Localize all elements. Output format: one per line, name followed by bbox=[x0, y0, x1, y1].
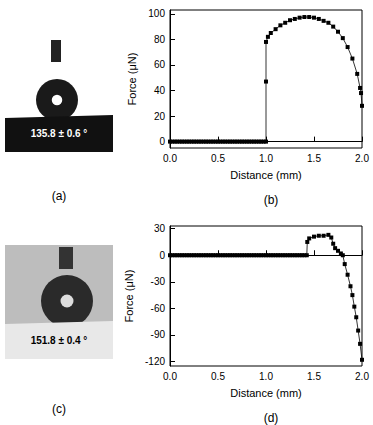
svg-text:1.0: 1.0 bbox=[259, 153, 273, 164]
svg-text:(d): (d) bbox=[264, 411, 279, 425]
svg-text:1.0: 1.0 bbox=[259, 371, 273, 382]
svg-text:135.8 ± 0.6 °: 135.8 ± 0.6 ° bbox=[31, 128, 88, 139]
svg-text:0.0: 0.0 bbox=[163, 153, 177, 164]
svg-text:30: 30 bbox=[154, 223, 166, 234]
svg-text:0.0: 0.0 bbox=[163, 371, 177, 382]
svg-text:0: 0 bbox=[159, 250, 165, 261]
svg-text:60: 60 bbox=[154, 59, 166, 70]
svg-text:80: 80 bbox=[154, 34, 166, 45]
svg-text:40: 40 bbox=[154, 85, 166, 96]
svg-text:Distance (mm): Distance (mm) bbox=[230, 387, 302, 399]
svg-text:Distance (mm): Distance (mm) bbox=[230, 169, 302, 181]
svg-text:-60: -60 bbox=[151, 303, 166, 314]
svg-text:-30: -30 bbox=[151, 276, 166, 287]
svg-text:Force (μN): Force (μN) bbox=[126, 53, 138, 106]
svg-text:0: 0 bbox=[159, 136, 165, 147]
svg-text:151.8 ± 0.4 °: 151.8 ± 0.4 ° bbox=[31, 335, 88, 346]
svg-text:0.5: 0.5 bbox=[211, 371, 225, 382]
svg-text:Force (μN): Force (μN) bbox=[123, 270, 135, 323]
svg-text:1.5: 1.5 bbox=[307, 371, 321, 382]
svg-text:1.5: 1.5 bbox=[307, 153, 321, 164]
svg-text:(b): (b) bbox=[264, 193, 279, 207]
svg-text:(c): (c) bbox=[52, 402, 66, 416]
svg-text:-90: -90 bbox=[151, 329, 166, 340]
svg-text:0.5: 0.5 bbox=[211, 153, 225, 164]
svg-text:2.0: 2.0 bbox=[355, 153, 369, 164]
svg-text:-120: -120 bbox=[145, 356, 165, 367]
svg-text:20: 20 bbox=[154, 111, 166, 122]
svg-text:2.0: 2.0 bbox=[355, 371, 369, 382]
svg-text:100: 100 bbox=[148, 8, 165, 19]
svg-text:(a): (a) bbox=[52, 189, 67, 203]
